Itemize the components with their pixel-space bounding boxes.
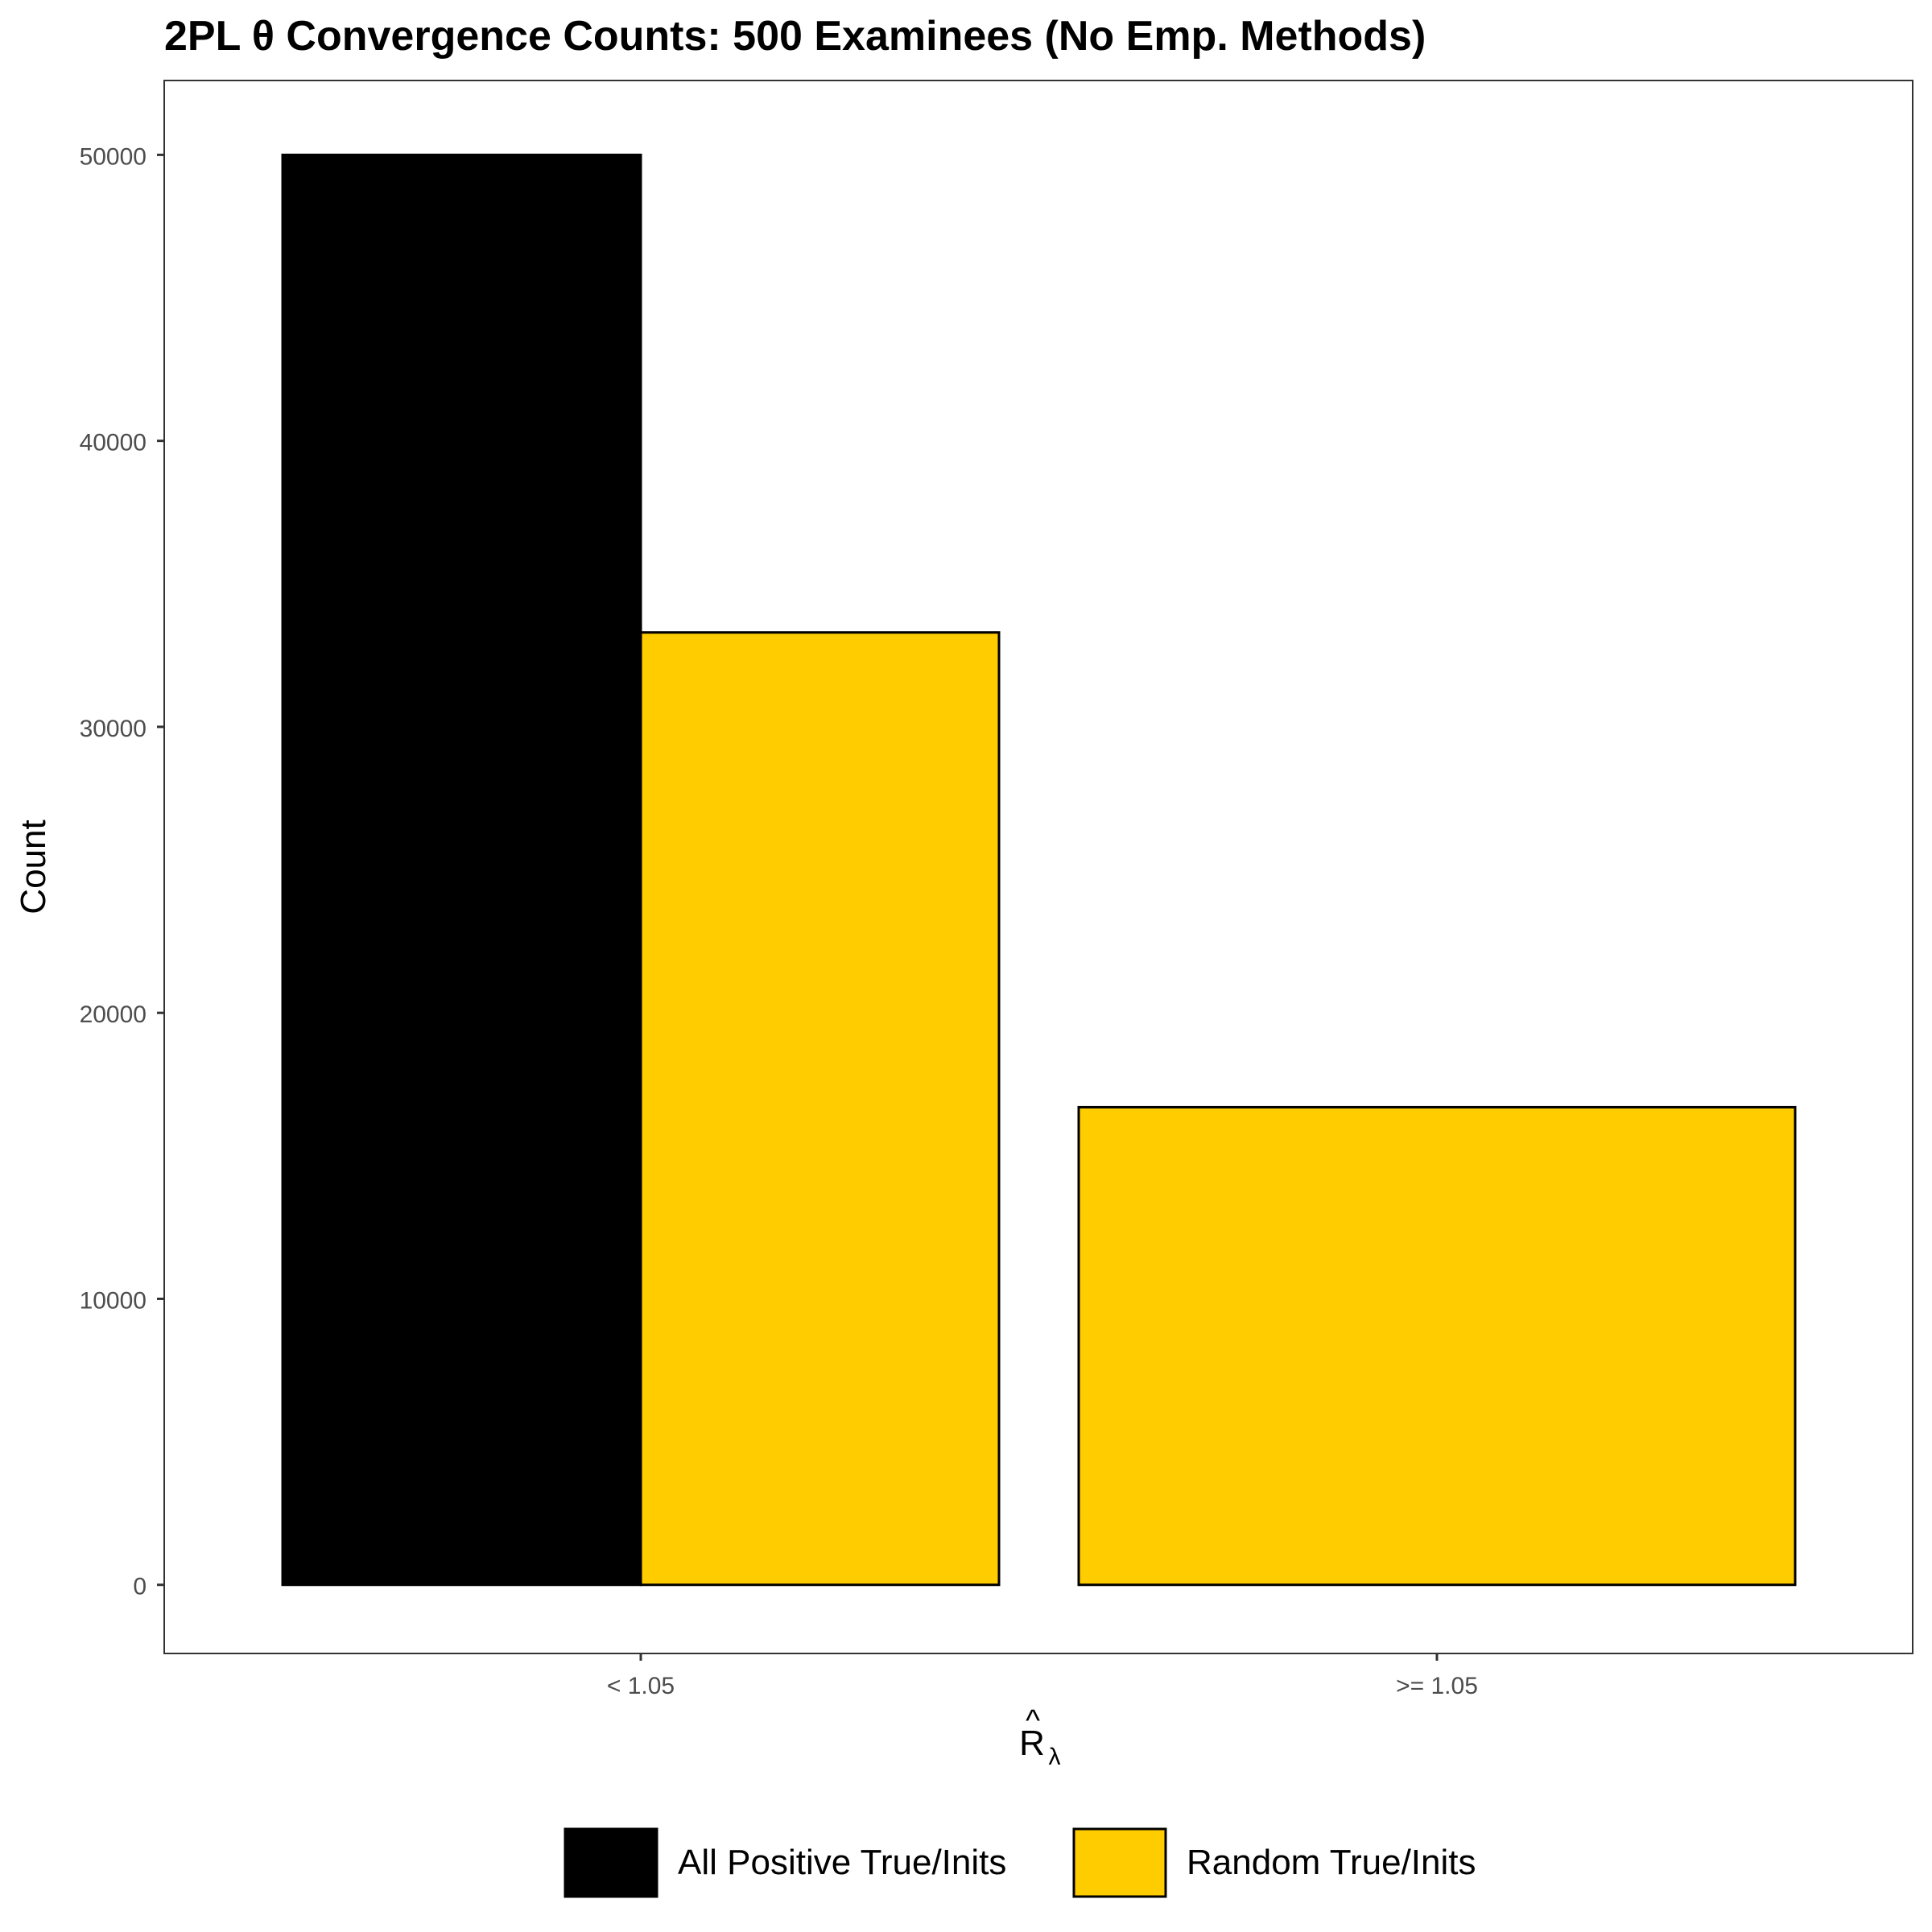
bar-random-2 — [1077, 1105, 1797, 1587]
bar-random-1 — [639, 631, 1001, 1587]
x-axis: < 1.05 >= 1.05 — [607, 1653, 1478, 1699]
legend: All Positive True/Inits Random True/Inits — [564, 1827, 1476, 1898]
bar-all-positive-1 — [281, 153, 642, 1587]
x-axis-title-subscript: λ — [1049, 1744, 1061, 1770]
y-tick-label: 10000 — [80, 1287, 147, 1314]
x-axis-title-base: R — [1019, 1724, 1045, 1763]
y-tick-label: 30000 — [80, 716, 147, 742]
x-tick-label: < 1.05 — [607, 1673, 675, 1699]
y-tick-label: 20000 — [80, 1001, 147, 1028]
x-axis-title: R ^ λ — [1019, 1704, 1060, 1770]
legend-label-random: Random True/Inits — [1187, 1843, 1476, 1882]
y-axis: 0 10000 20000 30000 40000 50000 — [80, 143, 164, 1600]
legend-key-all-positive — [564, 1827, 658, 1898]
x-tick-label: >= 1.05 — [1396, 1673, 1478, 1699]
bars-layer — [281, 153, 1797, 1587]
legend-label-all-positive: All Positive True/Inits — [678, 1843, 1006, 1882]
y-tick-label: 50000 — [80, 143, 147, 170]
chart-title: 2PL θ Convergence Counts: 500 Examinees … — [164, 13, 1426, 60]
legend-key-random — [1072, 1827, 1167, 1898]
x-axis-title-hat: ^ — [1026, 1704, 1040, 1738]
y-tick-label: 0 — [133, 1574, 147, 1600]
y-axis-title: Count — [14, 819, 53, 914]
y-tick-label: 40000 — [80, 430, 147, 456]
